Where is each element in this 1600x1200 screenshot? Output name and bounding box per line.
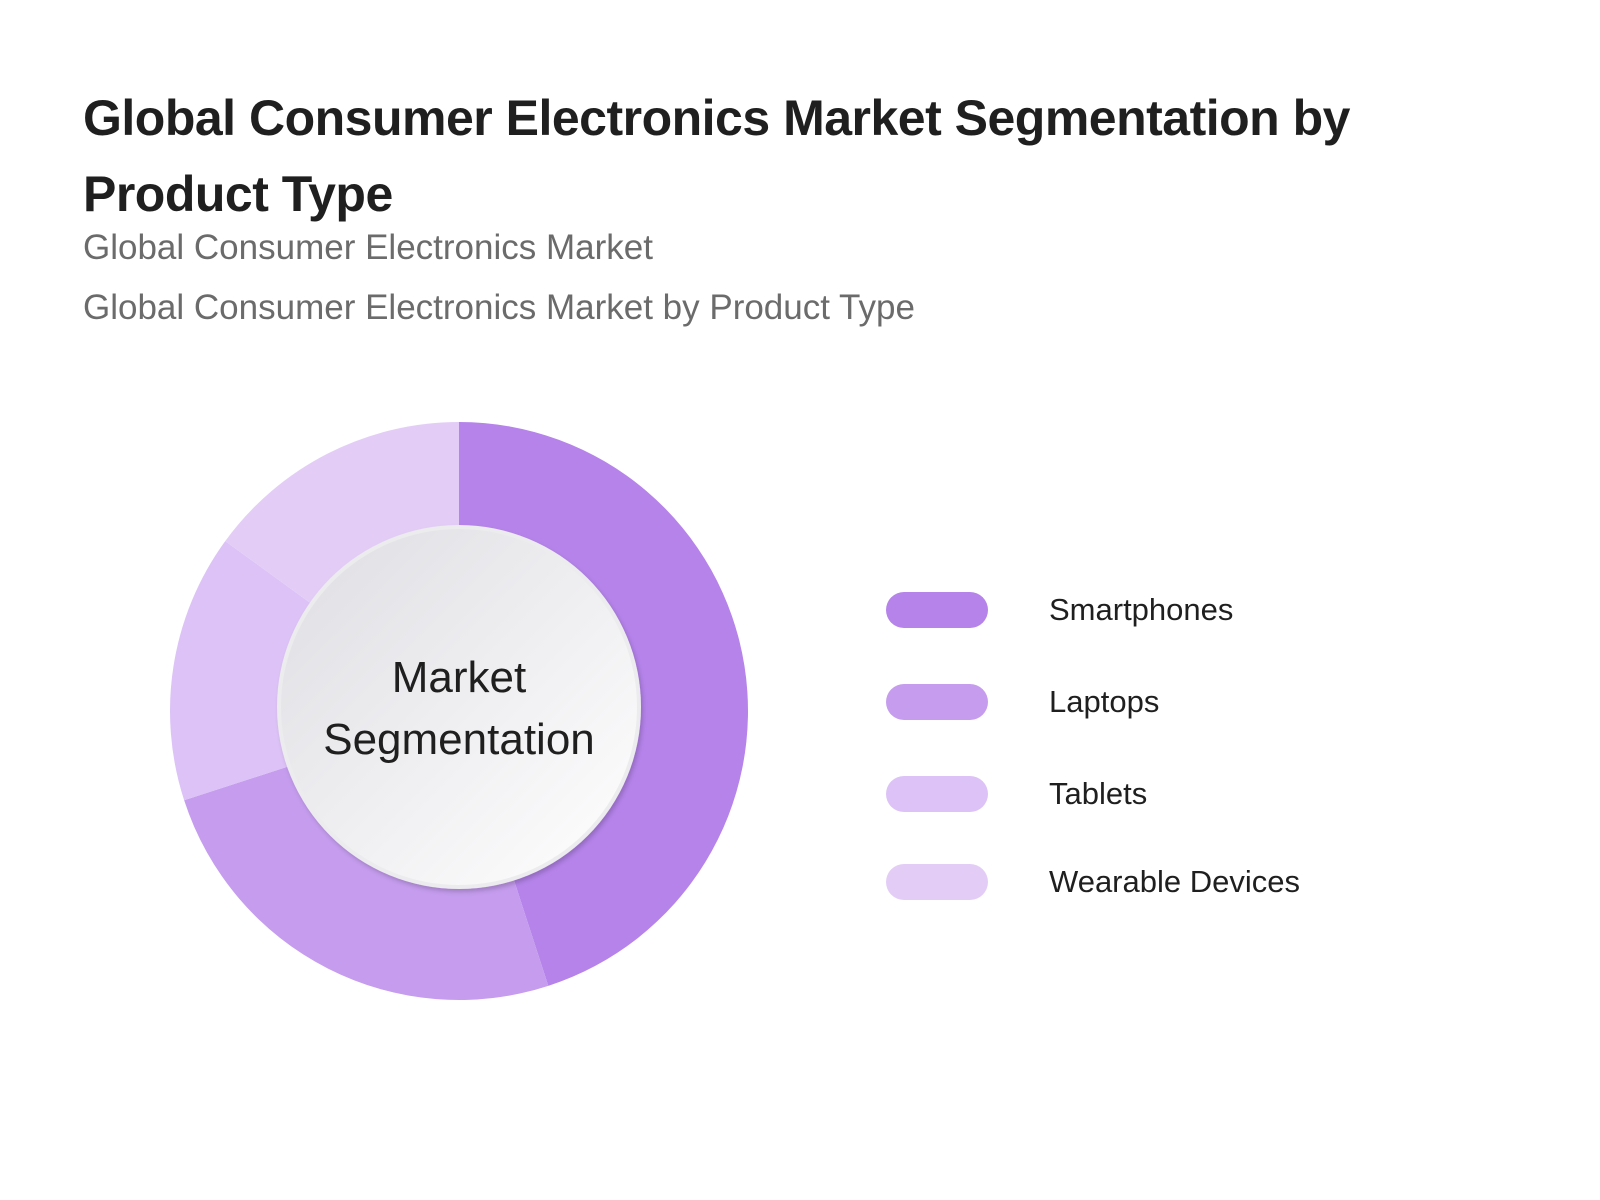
legend-label: Tablets (1049, 776, 1148, 811)
legend-swatch (886, 592, 988, 628)
center-label: Market Segmentation (279, 647, 639, 771)
slice-wearable-devices[interactable] (225, 422, 459, 641)
legend-swatch (886, 776, 988, 812)
slice-laptops[interactable] (184, 748, 549, 1000)
legend-label: Wearable Devices (1049, 864, 1300, 899)
center-label-line-2: Segmentation (323, 715, 595, 764)
legend-item-smartphones[interactable]: Smartphones (886, 590, 1386, 630)
legend-swatch (886, 684, 988, 720)
chart-title: Global Consumer Electronics Market Segme… (83, 90, 1350, 222)
chart-subtitle-2: Global Consumer Electronics Market by Pr… (83, 288, 915, 327)
legend-item-wearable-devices[interactable]: Wearable Devices (886, 862, 1386, 902)
center-label-line-1: Market (391, 653, 527, 702)
legend-item-laptops[interactable]: Laptops (886, 682, 1386, 722)
legend-label: Smartphones (1049, 592, 1234, 627)
chart-subtitle-1: Global Consumer Electronics Market (83, 228, 653, 267)
legend-swatch (886, 864, 988, 900)
legend-label: Laptops (1049, 684, 1160, 719)
legend-item-tablets[interactable]: Tablets (886, 774, 1386, 814)
